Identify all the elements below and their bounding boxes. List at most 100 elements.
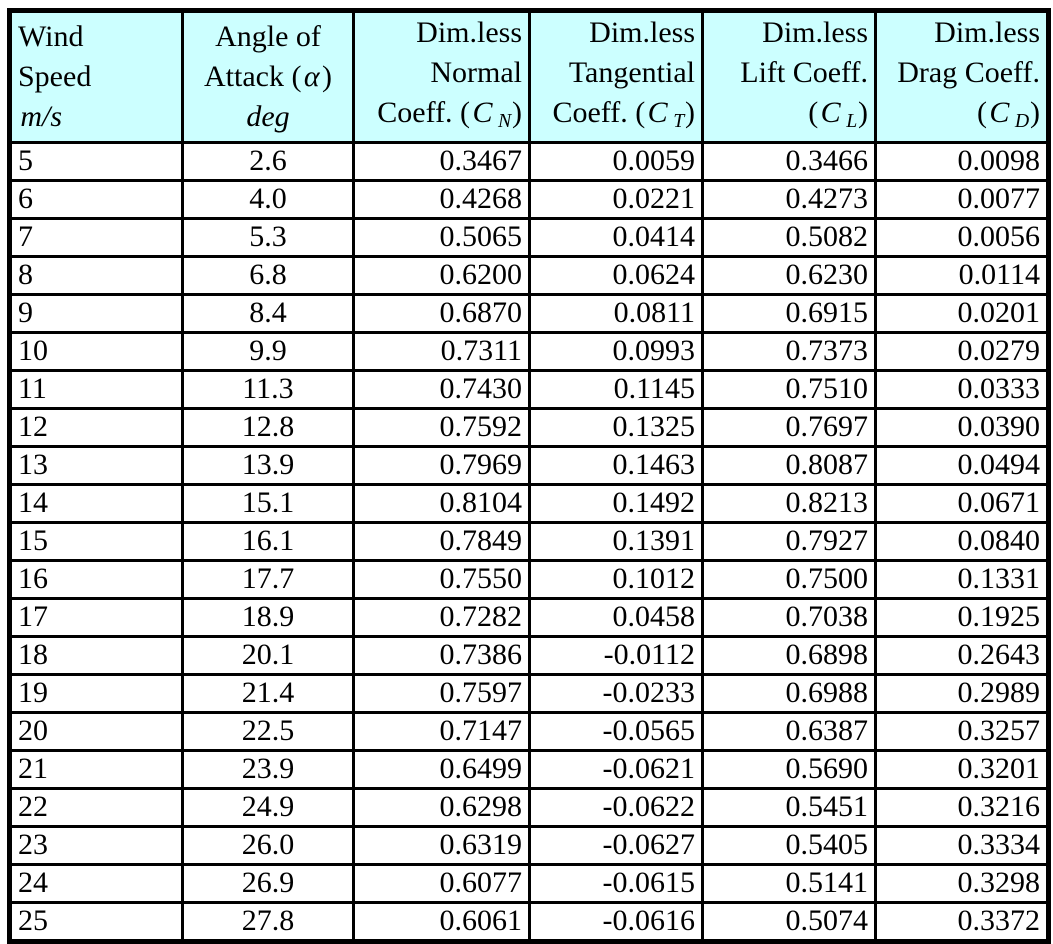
cell-wind-speed: 15 (8, 520, 184, 562)
cell-normal-coeff: 0.8104 (352, 482, 531, 524)
cell-lift-coeff: 0.7373 (701, 330, 877, 372)
cell-lift-coeff: 0.7500 (701, 558, 877, 600)
header-text-segment: N (498, 109, 512, 132)
cell-drag-coeff: 0.0671 (874, 482, 1050, 524)
header-cell-angle-of-attack: Angle of Attack (α) deg (181, 9, 355, 144)
cell-normal-coeff: 0.7386 (352, 634, 531, 676)
cell-normal-coeff: 0.6061 (352, 900, 531, 943)
cell-drag-coeff: 0.3334 (874, 824, 1050, 866)
header-line: Angle of (190, 17, 346, 57)
table-body: 5 2.6 0.3467 0.0059 0.3466 0.0098 6 4.0 0.4268 0.… (8, 140, 1050, 943)
cell-normal-coeff: 0.7430 (352, 368, 531, 410)
cell-lift-coeff: 0.7038 (701, 596, 877, 638)
header-text-segment: m/s (20, 99, 63, 133)
cell-wind-speed: 14 (8, 482, 184, 524)
cell-angle-of-attack: 8.4 (181, 292, 355, 334)
cell-normal-coeff: 0.7282 (352, 596, 531, 638)
cell-tangential-coeff: -0.0622 (528, 786, 704, 828)
header-text-segment: Wind (18, 19, 84, 53)
header-text-segment: Tangential (568, 56, 695, 89)
cell-wind-speed: 7 (8, 216, 184, 258)
table-row: 17 18.9 0.7282 0.0458 0.7038 0.1925 (8, 596, 1050, 638)
header-text-segment: Dim.less (934, 16, 1040, 49)
header-text-segment: Coeff. ( (377, 96, 471, 129)
cell-angle-of-attack: 15.1 (181, 482, 355, 524)
header-text-segment: Coeff. ( (552, 96, 646, 129)
header-text-segment: ( (808, 96, 819, 129)
cell-tangential-coeff: 0.1012 (528, 558, 704, 600)
cell-angle-of-attack: 2.6 (181, 140, 355, 182)
cell-wind-speed: 5 (8, 140, 184, 182)
cell-drag-coeff: 0.2989 (874, 672, 1050, 714)
cell-drag-coeff: 0.0333 (874, 368, 1050, 410)
header-line: Speed (18, 57, 175, 97)
cell-tangential-coeff: 0.1463 (528, 444, 704, 486)
cell-normal-coeff: 0.6200 (352, 254, 531, 296)
cell-angle-of-attack: 18.9 (181, 596, 355, 638)
cell-lift-coeff: 0.5405 (701, 824, 877, 866)
table-row: 19 21.4 0.7597 -0.0233 0.6988 0.2989 (8, 672, 1050, 714)
cell-drag-coeff: 0.3216 (874, 786, 1050, 828)
table-row: 24 26.9 0.6077 -0.0615 0.5141 0.3298 (8, 862, 1050, 904)
header-row: Wind Speed m/s Angle of Attack (α) deg Dim.les… (8, 9, 1050, 144)
header-text-segment: Dim.less (762, 16, 868, 49)
cell-lift-coeff: 0.6915 (701, 292, 877, 334)
header-cell-drag-coeff: Dim.less Drag Coeff. (C D) (874, 9, 1050, 144)
cell-drag-coeff: 0.0840 (874, 520, 1050, 562)
cell-lift-coeff: 0.6230 (701, 254, 877, 296)
cell-normal-coeff: 0.7550 (352, 558, 531, 600)
cell-tangential-coeff: -0.0616 (528, 900, 704, 943)
cell-wind-speed: 20 (8, 710, 184, 752)
cell-tangential-coeff: -0.0627 (528, 824, 704, 866)
cell-tangential-coeff: -0.0233 (528, 672, 704, 714)
table-row: 10 9.9 0.7311 0.0993 0.7373 0.0279 (8, 330, 1050, 372)
cell-drag-coeff: 0.3201 (874, 748, 1050, 790)
cell-tangential-coeff: 0.1145 (528, 368, 704, 410)
header-cell-lift-coeff: Dim.less Lift Coeff. (C L) (701, 9, 877, 144)
header-text-segment: ( (976, 96, 987, 129)
cell-lift-coeff: 0.7510 (701, 368, 877, 410)
cell-angle-of-attack: 17.7 (181, 558, 355, 600)
header-text-segment: T (673, 109, 685, 132)
cell-lift-coeff: 0.5451 (701, 786, 877, 828)
cell-angle-of-attack: 4.0 (181, 178, 355, 220)
header-line: Coeff. (C T) (537, 93, 695, 139)
cell-wind-speed: 18 (8, 634, 184, 676)
cell-normal-coeff: 0.5065 (352, 216, 531, 258)
table-row: 13 13.9 0.7969 0.1463 0.8087 0.0494 (8, 444, 1050, 486)
cell-angle-of-attack: 20.1 (181, 634, 355, 676)
header-cell-wind-speed: Wind Speed m/s (8, 9, 184, 144)
cell-angle-of-attack: 13.9 (181, 444, 355, 486)
cell-normal-coeff: 0.7311 (352, 330, 531, 372)
header-cell-normal-coeff: Dim.less Normal Coeff. (C N) (352, 9, 531, 144)
cell-angle-of-attack: 12.8 (181, 406, 355, 448)
cell-normal-coeff: 0.7597 (352, 672, 531, 714)
cell-lift-coeff: 0.3466 (701, 140, 877, 182)
cell-wind-speed: 10 (8, 330, 184, 372)
header-text-segment: L (846, 109, 858, 132)
cell-wind-speed: 24 (8, 862, 184, 904)
cell-tangential-coeff: 0.0993 (528, 330, 704, 372)
cell-lift-coeff: 0.6988 (701, 672, 877, 714)
cell-angle-of-attack: 6.8 (181, 254, 355, 296)
table-row: 8 6.8 0.6200 0.0624 0.6230 0.0114 (8, 254, 1050, 296)
cell-wind-speed: 25 (8, 900, 184, 943)
cell-drag-coeff: 0.0114 (874, 254, 1050, 296)
table-row: 20 22.5 0.7147 -0.0565 0.6387 0.3257 (8, 710, 1050, 752)
cell-tangential-coeff: -0.0615 (528, 862, 704, 904)
cell-drag-coeff: 0.0098 (874, 140, 1050, 182)
cell-angle-of-attack: 22.5 (181, 710, 355, 752)
cell-wind-speed: 17 (8, 596, 184, 638)
header-line: (C D) (883, 93, 1040, 139)
cell-tangential-coeff: 0.1492 (528, 482, 704, 524)
header-text-segment: C (989, 96, 1010, 129)
cell-tangential-coeff: 0.1391 (528, 520, 704, 562)
cell-tangential-coeff: -0.0621 (528, 748, 704, 790)
cell-tangential-coeff: 0.0221 (528, 178, 704, 220)
cell-drag-coeff: 0.3298 (874, 862, 1050, 904)
cell-angle-of-attack: 21.4 (181, 672, 355, 714)
cell-lift-coeff: 0.8087 (701, 444, 877, 486)
header-line: Lift Coeff. (710, 53, 868, 93)
cell-drag-coeff: 0.2643 (874, 634, 1050, 676)
table-row: 6 4.0 0.4268 0.0221 0.4273 0.0077 (8, 178, 1050, 220)
